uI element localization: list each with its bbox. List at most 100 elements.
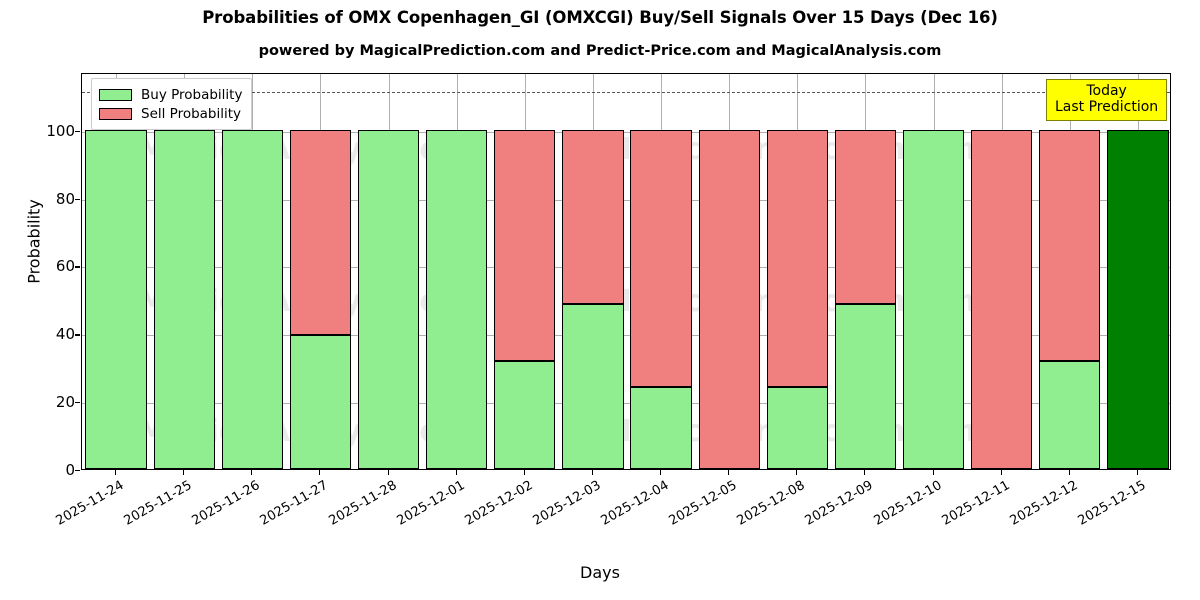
x-tick-label: 2025-11-24 (53, 478, 127, 529)
bar-segment-sell[interactable] (1039, 129, 1101, 362)
y-tick-mark (75, 402, 80, 404)
bar-group[interactable] (630, 74, 692, 469)
gridline-horizontal (82, 199, 1170, 201)
legend-swatch-icon (99, 88, 132, 101)
bar-group[interactable] (221, 74, 283, 469)
x-tick-label: 2025-12-11 (939, 478, 1013, 529)
y-tick-label: 60 (55, 257, 75, 276)
bar-group[interactable] (494, 74, 556, 469)
bar-segment-buy[interactable] (766, 386, 828, 469)
bar-group[interactable] (153, 74, 215, 469)
bar-segment-sell[interactable] (971, 129, 1033, 469)
x-tick-mark (1001, 470, 1003, 475)
bar-segment-sell[interactable] (630, 129, 692, 387)
bar-segment-sell[interactable] (562, 129, 624, 305)
x-tick-label: 2025-11-26 (189, 478, 263, 529)
x-tick-mark (660, 470, 662, 475)
x-tick-label: 2025-12-02 (462, 478, 536, 529)
bar-segment-sell[interactable] (494, 129, 556, 362)
bar-group[interactable] (766, 74, 828, 469)
bar-segment-buy[interactable] (494, 361, 556, 469)
x-tick-mark (864, 470, 866, 475)
bar-segment-sell[interactable] (289, 129, 352, 335)
bar-group[interactable] (971, 74, 1033, 469)
x-tick-label: 2025-12-08 (734, 478, 808, 529)
bar-segment-buy[interactable] (221, 129, 283, 469)
x-tick-mark (1069, 470, 1071, 475)
bar-segment-sell[interactable] (834, 129, 897, 305)
x-tick-label: 2025-11-28 (326, 478, 400, 529)
bar-segment-buy[interactable] (85, 129, 147, 469)
x-tick-label: 2025-11-27 (257, 478, 331, 529)
y-tick-label: 40 (55, 325, 75, 344)
bar-segment-buy[interactable] (562, 304, 624, 469)
gridline-horizontal (82, 267, 1170, 269)
bar-segment-sell[interactable] (698, 129, 760, 469)
bar-segment-sell[interactable] (766, 129, 828, 387)
page-title: Probabilities of OMX Copenhagen_GI (OMXC… (202, 8, 998, 27)
y-tick-label: 80 (55, 189, 75, 208)
y-axis-label: Probability (24, 199, 44, 284)
x-tick-label: 2025-12-15 (1075, 478, 1149, 529)
today-annotation-line1: Today (1086, 83, 1127, 99)
bar-segment-buy[interactable] (289, 334, 352, 469)
x-tick-label: 2025-12-05 (666, 478, 740, 529)
gridline-horizontal (82, 131, 1170, 133)
y-tick-label: 100 (46, 121, 75, 140)
bar-segment-buy[interactable] (426, 129, 488, 469)
x-tick-mark (592, 470, 594, 475)
x-axis-ticks: 2025-11-24 2025-11-25 2025-11-26 2025-11-27… (54, 470, 1171, 529)
y-tick-mark (75, 266, 80, 268)
bar-group[interactable] (834, 74, 897, 469)
x-tick-mark (728, 470, 730, 475)
bar-group[interactable] (357, 74, 420, 469)
bar-group[interactable] (902, 74, 965, 469)
y-tick-mark (75, 334, 80, 336)
bar-segment-today[interactable] (1107, 129, 1169, 469)
x-axis-label: Days (580, 563, 620, 582)
bar-group[interactable] (85, 74, 147, 469)
bar-segment-buy[interactable] (153, 129, 215, 469)
bar-segment-buy[interactable] (1039, 361, 1101, 469)
x-tick-label: 2025-12-03 (530, 478, 604, 529)
x-tick-mark (319, 470, 321, 475)
threshold-dashed-line (82, 92, 1170, 94)
x-tick-label: 2025-12-09 (802, 478, 876, 529)
legend-swatch-icon (99, 107, 132, 120)
bar-segment-buy[interactable] (902, 129, 965, 469)
bar-group[interactable] (1039, 74, 1101, 469)
today-annotation-line2: Last Prediction (1055, 99, 1159, 116)
chart-legend: Buy Probability Sell Probability (91, 78, 253, 130)
y-tick-mark (75, 470, 80, 472)
legend-item-label: Buy Probability (141, 86, 243, 103)
bar-segment-buy[interactable] (630, 386, 692, 469)
legend-item[interactable]: Buy Probability (99, 85, 242, 104)
x-tick-label: 2025-12-10 (871, 478, 945, 529)
bar-group[interactable] (562, 74, 624, 469)
x-tick-mark (251, 470, 253, 475)
x-tick-mark (388, 470, 390, 475)
bar-group[interactable] (426, 74, 488, 469)
y-tick-label: 0 (65, 461, 75, 479)
today-annotation: Today Last Prediction (1046, 79, 1168, 122)
bar-group[interactable] (1107, 74, 1169, 469)
x-tick-mark (524, 470, 526, 475)
x-tick-mark (115, 470, 117, 475)
y-tick-mark (75, 130, 80, 132)
y-tick-mark (75, 198, 80, 200)
x-tick-mark (1137, 470, 1139, 475)
x-tick-label: 2025-12-04 (598, 478, 672, 529)
x-tick-mark (933, 470, 935, 475)
bar-segment-buy[interactable] (834, 304, 897, 469)
bar-group[interactable] (289, 74, 352, 469)
bar-group[interactable] (698, 74, 760, 469)
bar-segment-buy[interactable] (357, 129, 420, 469)
legend-item-label: Sell Probability (141, 105, 242, 122)
x-tick-label: 2025-12-01 (394, 478, 468, 529)
legend-item[interactable]: Sell Probability (99, 104, 242, 123)
x-tick-label: 2025-12-12 (1007, 478, 1081, 529)
plot-area: MagicalAnalysis.comMagicalAnalysis.comMa… (81, 73, 1171, 470)
x-tick-label: 2025-11-25 (121, 478, 195, 529)
gridline-horizontal (82, 403, 1170, 405)
x-tick-mark (796, 470, 798, 475)
